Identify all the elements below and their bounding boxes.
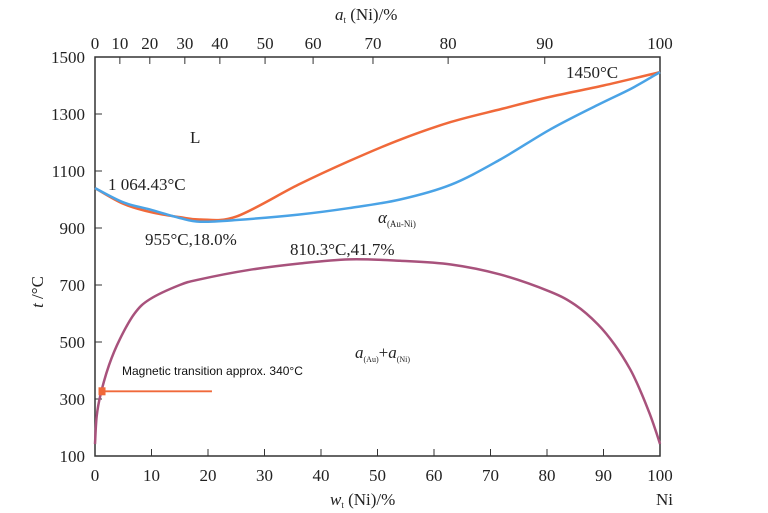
top-tick-label: 80 xyxy=(440,34,457,53)
ni-melting-label: 1450°C xyxy=(566,63,618,82)
liquidus-curve xyxy=(94,70,661,222)
top-tick-label: 30 xyxy=(176,34,193,53)
x-tick-label: 90 xyxy=(595,466,612,485)
au-melting-label: 1 064.43°C xyxy=(108,175,186,194)
minimum-label: 955°C,18.0% xyxy=(145,230,237,249)
x-tick-label: 60 xyxy=(426,466,443,485)
critical-point-label: 810.3°C,41.7% xyxy=(290,240,395,259)
x-axis-title: wt (Ni)/% xyxy=(330,490,395,510)
x-tick-label: 70 xyxy=(482,466,499,485)
y-tick-label: 1300 xyxy=(51,105,85,124)
x-tick-label: 30 xyxy=(256,466,273,485)
y-tick-label: 500 xyxy=(60,333,86,352)
phase-label-L: L xyxy=(190,128,200,147)
y-tick-label: 700 xyxy=(60,276,86,295)
y-tick-label: 300 xyxy=(60,390,86,409)
alpha-single-label: α(Au-Ni) xyxy=(378,208,416,229)
annotations: L 1 064.43°C 1450°C 955°C,18.0% 810.3°C,… xyxy=(28,5,673,510)
top-tick-label: 0 xyxy=(91,34,100,53)
top-tick-label: 60 xyxy=(305,34,322,53)
x-tick-label: 80 xyxy=(539,466,556,485)
x-tick-label: 50 xyxy=(369,466,386,485)
magnetic-transition-label: Magnetic transition approx. 340°C xyxy=(122,364,303,378)
x-tick-label: 20 xyxy=(200,466,217,485)
y-tick-label: 1100 xyxy=(52,162,85,181)
top-tick-label: 10 xyxy=(111,34,128,53)
top-axis-title: at (Ni)/% xyxy=(335,5,397,25)
top-tick-label: 90 xyxy=(536,34,553,53)
top-tick-label: 20 xyxy=(141,34,158,53)
solidus-curve xyxy=(94,71,661,224)
x-tick-label: 100 xyxy=(647,466,673,485)
x-tick-label: 40 xyxy=(313,466,330,485)
top-tick-label: 100 xyxy=(647,34,673,53)
two-phase-label: a(Au)+a(Ni) xyxy=(355,343,410,364)
y-tick-label: 100 xyxy=(60,447,86,466)
ni-end-label: Ni xyxy=(656,490,673,509)
top-tick-label: 70 xyxy=(364,34,381,53)
y-tick-label: 1500 xyxy=(51,48,85,67)
top-tick-label: 50 xyxy=(257,34,274,53)
x-tick-label: 0 xyxy=(91,466,100,485)
x-tick-label: 10 xyxy=(143,466,160,485)
axes: 0 10 20 30 40 50 60 70 80 90 100100300500700900110… xyxy=(51,34,673,485)
magnetic-transition-marker xyxy=(98,387,106,396)
y-axis-title: t /°C xyxy=(28,276,47,308)
curves xyxy=(93,70,662,445)
miscibility-gap-curve xyxy=(93,257,662,445)
y-tick-label: 900 xyxy=(60,219,86,238)
top-tick-label: 40 xyxy=(211,34,228,53)
